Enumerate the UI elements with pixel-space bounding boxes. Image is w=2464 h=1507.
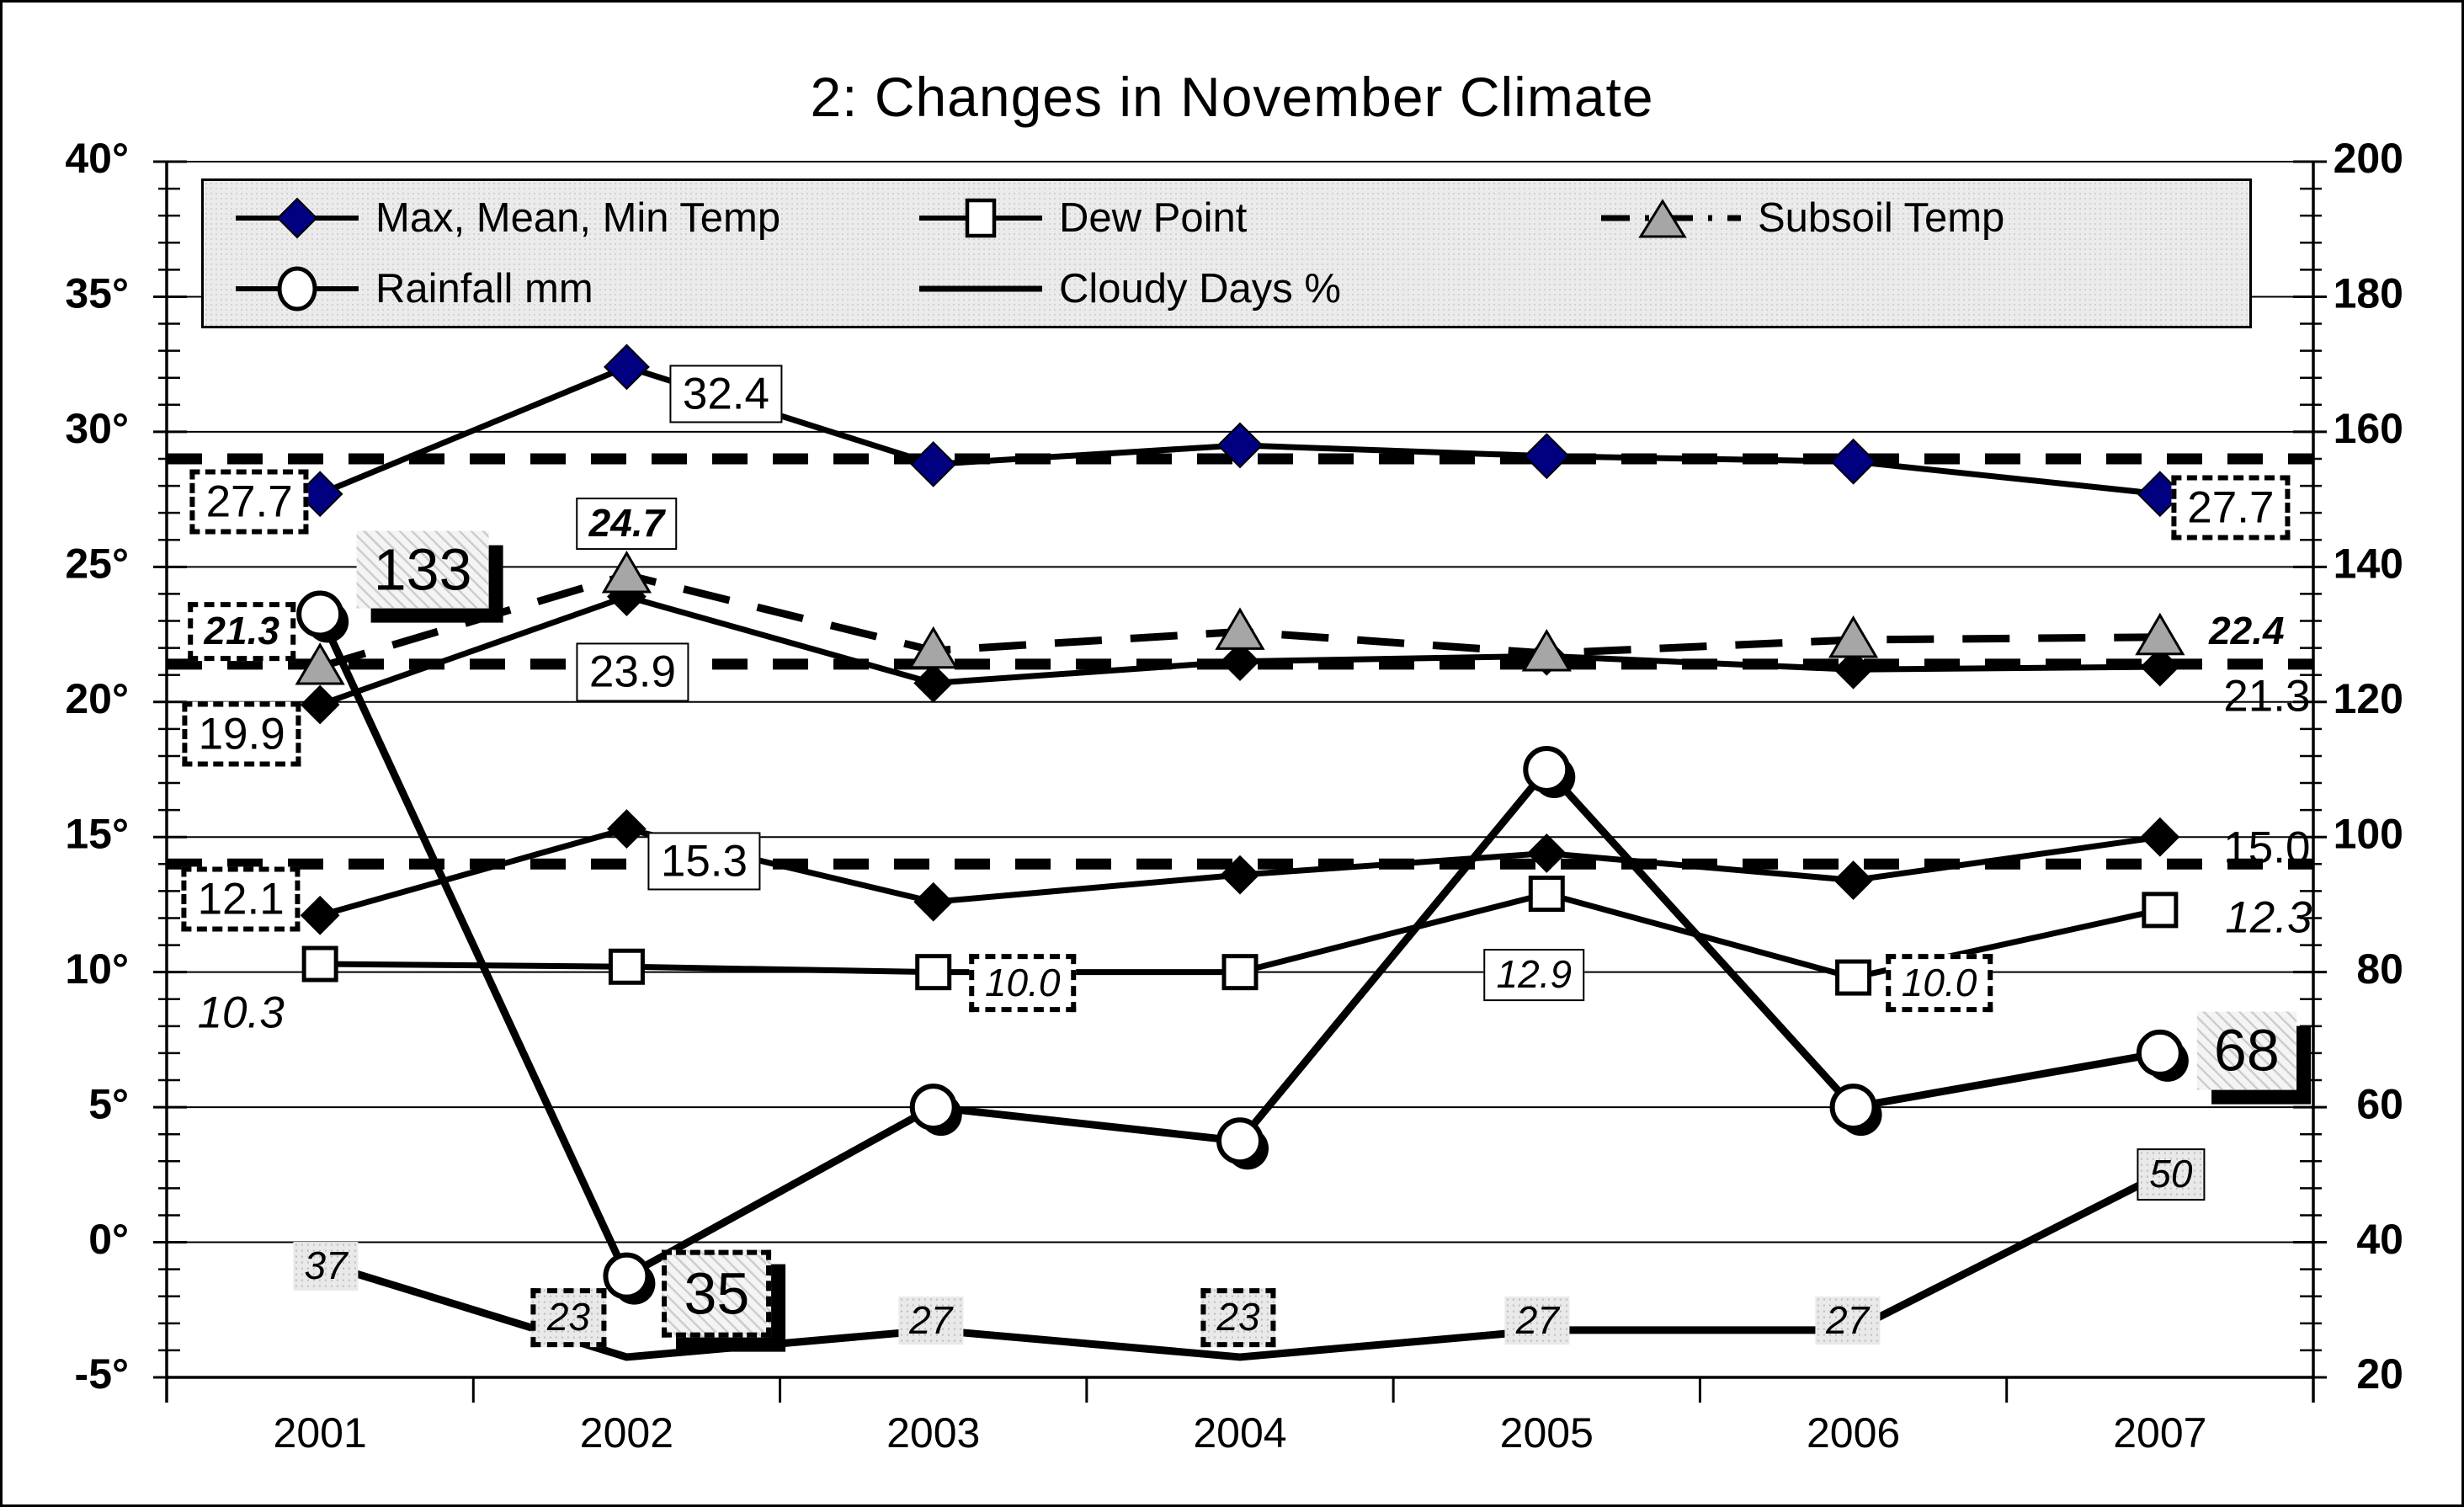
left-axis-label: 15°	[65, 810, 129, 857]
marker-square	[915, 954, 952, 991]
marker-triangle	[2135, 612, 2185, 656]
right-axis-label: 60	[2356, 1080, 2403, 1127]
marker-diamond	[913, 663, 954, 703]
left-axis-label: 40°	[65, 135, 129, 182]
right-axis-label: 200	[2334, 135, 2403, 182]
plain-line-icon	[919, 285, 1042, 292]
chart-canvas: 40°35°30°25°20°15°10°5°0°-5°200180160140…	[65, 135, 2403, 1456]
marker-diamond	[2140, 647, 2180, 687]
x-axis-year-label: 2003	[886, 1409, 980, 1456]
marker-square	[608, 948, 645, 985]
marker-diamond	[913, 881, 954, 922]
marker-triangle	[295, 642, 345, 685]
left-axis-label: 10°	[65, 945, 129, 993]
marker-diamond	[1220, 855, 1260, 895]
marker-triangle	[1521, 629, 1572, 672]
legend-label: Subsoil Temp	[1758, 195, 2005, 241]
x-axis-year-label: 2007	[2113, 1409, 2206, 1456]
marker-square	[2142, 892, 2179, 929]
right-axis-label: 120	[2334, 675, 2403, 722]
marker-diamond	[296, 471, 343, 518]
left-axis-label: -5°	[75, 1350, 129, 1398]
legend-item-rainfall: Rainfall mm	[234, 262, 593, 316]
legend-label: Cloudy Days %	[1059, 266, 1341, 312]
marker-triangle	[908, 626, 959, 669]
marker-circle	[603, 1252, 651, 1300]
legend-item-temp: Max, Mean, Min Temp	[234, 191, 780, 245]
x-axis-year-label: 2005	[1500, 1409, 1594, 1456]
marker-square	[1835, 959, 1872, 996]
circle-white-icon	[236, 266, 359, 312]
marker-triangle	[601, 550, 652, 594]
square-white-icon	[919, 198, 1042, 238]
right-axis-label: 160	[2334, 405, 2403, 452]
right-axis-label: 80	[2356, 945, 2403, 993]
marker-diamond	[1833, 860, 1873, 900]
marker-square	[1528, 876, 1565, 913]
x-axis-year-label: 2006	[1807, 1409, 1900, 1456]
marker-diamond	[300, 895, 340, 935]
marker-square	[301, 945, 338, 982]
x-axis-year-label: 2001	[274, 1409, 367, 1456]
marker-circle	[2136, 1029, 2184, 1077]
legend: Max, Mean, Min Temp Dew Point Subsoil Te…	[201, 178, 2252, 328]
marker-diamond	[2140, 817, 2180, 857]
marker-circle	[909, 1084, 957, 1132]
marker-diamond	[300, 684, 340, 725]
left-axis-label: 25°	[65, 540, 129, 588]
right-axis-label: 100	[2334, 810, 2403, 857]
marker-diamond	[604, 343, 650, 391]
left-axis-label: 30°	[65, 405, 129, 452]
left-axis-label: 35°	[65, 270, 129, 317]
legend-label: Dew Point	[1059, 195, 1248, 241]
marker-circle	[1523, 746, 1571, 793]
left-axis-label: 0°	[88, 1216, 129, 1263]
left-axis-label: 20°	[65, 675, 129, 722]
legend-label: Max, Mean, Min Temp	[375, 195, 781, 241]
legend-item-cloudy-days: Cloudy Days %	[918, 262, 1341, 316]
left-axis-label: 5°	[88, 1080, 129, 1127]
marker-triangle	[1828, 615, 1879, 658]
marker-square	[1221, 954, 1259, 991]
marker-diamond	[1526, 833, 1567, 873]
marker-triangle	[1215, 607, 1265, 650]
marker-diamond	[1220, 642, 1260, 682]
marker-circle	[296, 590, 344, 638]
marker-diamond	[2137, 471, 2184, 518]
series-line-rainfall-mm	[317, 612, 2161, 1281]
marker-diamond	[910, 440, 957, 487]
marker-circle	[1829, 1084, 1877, 1132]
legend-label: Rainfall mm	[375, 266, 593, 312]
marker-diamond	[1830, 438, 1876, 485]
marker-diamond	[607, 809, 647, 849]
marker-diamond	[1523, 433, 1570, 480]
chart-title: 2: Changes in November Climate	[810, 66, 1654, 128]
right-axis-label: 20	[2356, 1350, 2403, 1398]
legend-item-subsoil-temp: Subsoil Temp	[1599, 191, 2004, 245]
right-axis-label: 140	[2334, 540, 2403, 588]
legend-item-dew-point: Dew Point	[918, 191, 1247, 245]
marker-diamond	[1833, 649, 1873, 690]
x-axis-year-label: 2004	[1193, 1409, 1286, 1456]
marker-circle	[1216, 1117, 1264, 1165]
marker-diamond	[1216, 422, 1264, 469]
x-axis-year-label: 2002	[580, 1409, 673, 1456]
right-axis-label: 40	[2356, 1216, 2403, 1263]
diamond-navy-icon	[236, 197, 359, 239]
triangle-gray-icon	[1601, 199, 1741, 238]
right-axis-label: 180	[2334, 270, 2403, 317]
